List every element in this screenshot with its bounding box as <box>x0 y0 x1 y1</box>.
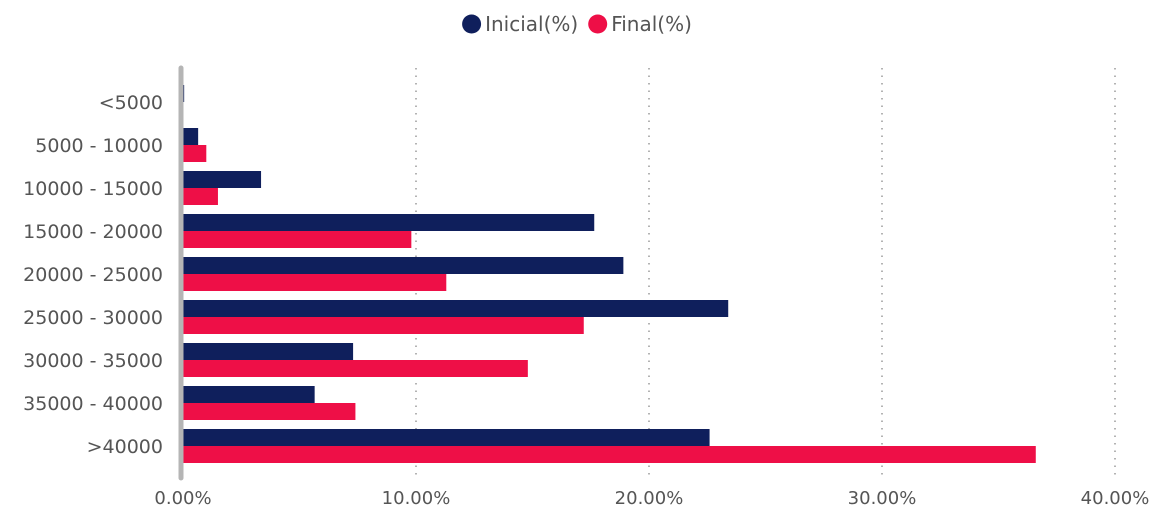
bar-final <box>183 188 218 205</box>
legend-marker <box>462 14 482 34</box>
x-tick-label: 10.00% <box>382 488 451 509</box>
bar-inicial <box>183 128 199 145</box>
bar-inicial <box>183 300 729 317</box>
x-tick-label: 20.00% <box>615 488 684 509</box>
x-tick-labels: 0.00% 10.00% 20.00% 30.00% 40.00% <box>154 488 1149 509</box>
bar-inicial <box>183 429 710 446</box>
category-label: >40000 <box>87 436 163 458</box>
bars <box>183 85 1036 463</box>
bar-final <box>183 274 447 291</box>
bar-final <box>183 446 1036 463</box>
legend-marker <box>588 14 608 34</box>
bar-inicial <box>183 257 624 274</box>
category-label: 15000 - 20000 <box>23 221 163 243</box>
x-tick-label: 40.00% <box>1081 488 1150 509</box>
bar-final <box>183 317 584 334</box>
category-label: 10000 - 15000 <box>23 178 163 200</box>
bar-final <box>183 145 207 162</box>
legend-label: Inicial(%) <box>485 12 578 36</box>
legend-item: Final(%) <box>588 12 692 36</box>
x-tick-label: 0.00% <box>154 488 211 509</box>
category-label: <5000 <box>99 92 163 114</box>
legend-label: Final(%) <box>611 12 692 36</box>
bar-inicial <box>183 85 185 102</box>
bar-inicial <box>183 386 315 403</box>
category-label: 20000 - 25000 <box>23 264 163 286</box>
category-label: 35000 - 40000 <box>23 393 163 415</box>
bar-final <box>183 360 528 377</box>
bar-inicial <box>183 214 595 231</box>
legend-item: Inicial(%) <box>462 12 578 36</box>
category-label: 30000 - 35000 <box>23 350 163 372</box>
category-label: 5000 - 10000 <box>35 135 163 157</box>
bar-inicial <box>183 171 262 188</box>
legend: Inicial(%) Final(%) <box>462 12 692 36</box>
gridlines <box>415 68 1116 478</box>
category-labels: <5000 5000 - 10000 10000 - 15000 15000 - 20… <box>23 92 163 458</box>
bar-final <box>183 403 356 420</box>
category-label: 25000 - 30000 <box>23 307 163 329</box>
bar-final <box>183 231 412 248</box>
x-tick-label: 30.00% <box>848 488 917 509</box>
bar-inicial <box>183 343 354 360</box>
